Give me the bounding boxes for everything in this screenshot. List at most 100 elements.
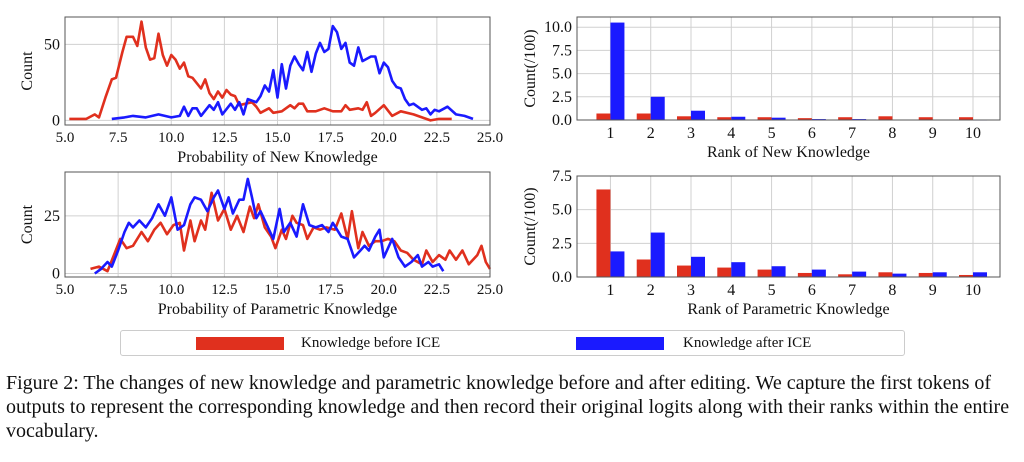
series-line-after: [94, 177, 445, 275]
x-tick-label: 4: [727, 282, 735, 299]
x-axis-label: Rank of New Knowledge: [707, 144, 870, 161]
x-axis-label: Probability of Parametric Knowledge: [158, 301, 398, 318]
bar-before: [757, 117, 772, 120]
legend-swatch-before: [196, 337, 284, 350]
bar-before: [797, 272, 812, 277]
chart-1: 5.0 7.5 10.0 12.5 15.0 17.5 20.0 22.5 25.0 0 50 Pro…: [19, 16, 503, 166]
y-tick-label: 10.0: [544, 19, 572, 36]
bar-before: [596, 113, 611, 120]
x-tick-label: 12.5: [211, 282, 237, 298]
bar-before: [838, 274, 853, 277]
y-tick-label: 50: [44, 36, 60, 53]
bar-before: [636, 259, 651, 277]
y-tick-label: 5.0: [552, 202, 572, 219]
x-axis-label: Probability of New Knowledge: [177, 149, 377, 166]
x-tick-label: 8: [888, 282, 896, 299]
bar-before: [918, 272, 933, 277]
chart-4: 1 2 3 4 5 6 7 8 9 10 0.0 2.5 5.0 7.5 Rank of Parametri…: [522, 168, 1001, 318]
x-tick-label: 3: [687, 282, 695, 299]
bar-before: [838, 117, 853, 120]
y-axis-label: Count: [19, 51, 36, 91]
x-tick-label: 6: [808, 125, 816, 142]
x-tick-label: 7.5: [109, 130, 128, 146]
bar-after: [650, 232, 665, 277]
plot-frame: [64, 171, 491, 278]
y-tick-label: 0: [52, 266, 60, 283]
bar-after: [691, 110, 706, 120]
series-line-before: [69, 20, 452, 122]
x-tick-label: 10.0: [158, 282, 184, 298]
x-tick-label: 2: [647, 282, 655, 299]
bar-after: [610, 251, 625, 277]
bar-before: [677, 116, 692, 120]
bar-after: [771, 266, 786, 277]
x-tick-label: 2: [647, 125, 655, 142]
bar-after: [731, 262, 746, 277]
series-line-after: [111, 24, 474, 121]
bar-after: [771, 117, 786, 120]
plot-frame: [64, 16, 491, 126]
x-tick-label: 25.0: [477, 282, 503, 298]
x-tick-label: 1: [606, 125, 614, 142]
x-tick-label: 22.5: [424, 282, 450, 298]
x-tick-label: 17.5: [318, 282, 344, 298]
bar-after: [650, 96, 665, 120]
x-tick-label: 5: [768, 125, 776, 142]
x-tick-label: 4: [727, 125, 735, 142]
x-tick-label: 17.5: [318, 130, 344, 146]
chart-2: 1 2 3 4 5 6 7 8 9 10 0.0 2.5 5.0 7.5 10.0 Rank of New K…: [522, 16, 1001, 161]
x-tick-label: 15.0: [264, 282, 290, 298]
x-tick-label: 5.0: [56, 282, 75, 298]
bar-after: [852, 271, 867, 277]
x-tick-label: 12.5: [211, 130, 237, 146]
bar-after: [811, 269, 826, 277]
figure-caption: Figure 2: The changes of new knowledge a…: [6, 372, 1010, 442]
x-tick-label: 6: [808, 282, 816, 299]
bar-before: [959, 274, 974, 277]
x-tick-label: 7.5: [109, 282, 128, 298]
x-tick-label: 25.0: [477, 130, 503, 146]
x-tick-label: 10.0: [158, 130, 184, 146]
bar-before: [959, 117, 974, 120]
x-tick-label: 22.5: [424, 130, 450, 146]
y-tick-label: 0: [52, 112, 60, 129]
x-tick-label: 5: [768, 282, 776, 299]
x-axis-label: Rank of Parametric Knowledge: [687, 301, 889, 318]
x-tick-label: 3: [687, 125, 695, 142]
bar-before: [596, 189, 611, 277]
y-axis-label: Count(/100): [522, 187, 539, 265]
bar-after: [932, 272, 947, 277]
y-tick-label: 2.5: [552, 89, 572, 106]
legend-label-before: Knowledge before ICE: [301, 335, 441, 351]
x-tick-label: 9: [929, 125, 937, 142]
x-tick-label: 7: [848, 125, 856, 142]
bar-before: [918, 117, 933, 120]
x-tick-label: 7: [848, 282, 856, 299]
x-tick-label: 1: [606, 282, 614, 299]
bar-after: [892, 273, 907, 277]
bar-before: [677, 265, 692, 277]
bar-before: [757, 269, 772, 277]
bar-before: [717, 267, 732, 277]
y-tick-label: 7.5: [552, 42, 572, 59]
chart-3: 5.0 7.5 10.0 12.5 15.0 17.5 20.0 22.5 25.0 0 25 Pro…: [19, 171, 503, 318]
x-tick-label: 10: [965, 282, 981, 299]
x-tick-label: 5.0: [56, 130, 75, 146]
legend-swatch-after: [576, 337, 664, 350]
bar-before: [797, 118, 812, 120]
y-tick-label: 25: [44, 208, 60, 225]
y-tick-label: 7.5: [552, 168, 572, 185]
x-tick-label: 10: [965, 125, 981, 142]
bar-after: [610, 22, 625, 121]
bar-after: [973, 272, 988, 277]
y-tick-label: 0.0: [552, 112, 572, 129]
series-line-before: [90, 191, 492, 273]
bar-before: [878, 116, 893, 120]
y-tick-label: 5.0: [552, 66, 572, 83]
legend: Knowledge before ICE Knowledge after ICE: [120, 330, 905, 356]
plot-frame: [576, 175, 1001, 278]
x-tick-label: 20.0: [371, 130, 397, 146]
x-tick-label: 15.0: [264, 130, 290, 146]
y-axis-label: Count: [19, 204, 36, 244]
